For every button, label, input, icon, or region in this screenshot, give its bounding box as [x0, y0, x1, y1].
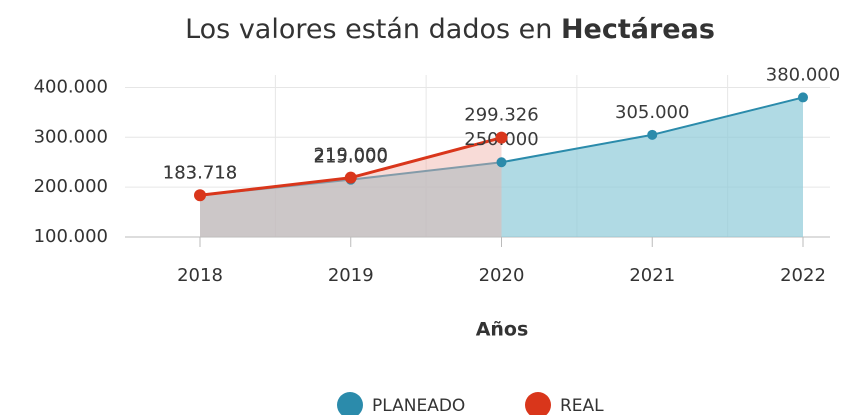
data-point	[194, 189, 206, 202]
series-area	[200, 137, 502, 237]
x-tick-label: 2018	[177, 265, 223, 286]
y-tick-label: 400.000	[34, 76, 108, 97]
y-tick-label: 300.000	[34, 126, 108, 147]
data-label: 219.000	[314, 145, 388, 166]
title-emphasis: Hectáreas	[561, 14, 715, 45]
x-axis-label: Años	[476, 319, 529, 341]
legend-label: PLANEADO	[372, 396, 465, 415]
data-label: 215.000	[314, 147, 388, 168]
y-tick-label: 100.000	[34, 226, 108, 247]
title-text: Los valores están dados en	[185, 14, 552, 45]
y-tick-label: 200.000	[34, 176, 108, 197]
x-tick-label: 2021	[629, 265, 675, 286]
x-tick-label: 2019	[328, 265, 374, 286]
x-tick-label: 2020	[479, 265, 525, 286]
data-label: 299.326	[464, 105, 538, 126]
x-tick-label: 2022	[780, 265, 826, 286]
data-point	[647, 129, 658, 140]
data-label: 305.000	[615, 102, 689, 123]
data-label: 183.718	[163, 162, 237, 183]
legend-marker	[525, 392, 551, 415]
legend-label: REAL	[560, 396, 604, 415]
chart-title: Los valores están dados en Hectáreas	[185, 14, 715, 45]
data-label: 183.718	[163, 162, 237, 183]
data-point	[344, 171, 357, 184]
data-point	[495, 131, 508, 144]
data-point	[798, 92, 808, 103]
data-label: 380.000	[766, 64, 840, 85]
data-point	[496, 157, 507, 168]
legend-marker	[337, 392, 363, 415]
